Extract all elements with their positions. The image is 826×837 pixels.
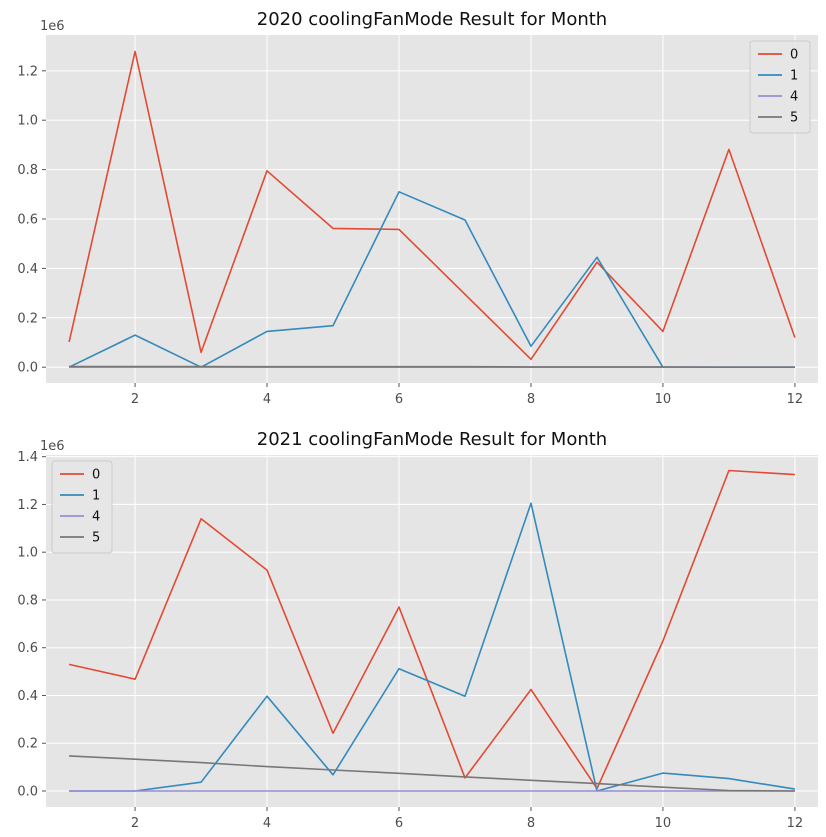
x-tick-label: 10 <box>655 816 672 831</box>
y-tick-label: 0.2 <box>17 311 38 326</box>
series-line-5 <box>69 755 795 792</box>
chart-title-2020: 2020 coolingFanMode Result for Month <box>257 9 607 30</box>
x-tick-label: 10 <box>655 392 672 407</box>
y-tick-label: 1.0 <box>17 546 38 561</box>
legend-box <box>749 40 811 134</box>
y-offset-label-2021: 1e6 <box>40 439 65 454</box>
plot-area-2020 <box>46 35 818 383</box>
series-line-5 <box>69 365 795 369</box>
y-tick-label: 0.8 <box>17 593 38 608</box>
series-lines-2021 <box>68 469 796 792</box>
legend-box <box>51 460 113 554</box>
tick-labels-2020: 2 4 6 8 10 12 0.0 0.2 0.4 0.6 0.8 1.0 1.2 <box>17 64 803 407</box>
legend-label-0: 0 <box>790 48 798 63</box>
y-offset-label-2020: 1e6 <box>40 19 65 34</box>
x-tick-label: 4 <box>263 816 271 831</box>
y-tick-label: 1.2 <box>17 498 38 513</box>
x-tick-label: 4 <box>263 392 271 407</box>
x-tick-label: 2 <box>131 392 139 407</box>
y-tick-label: 1.0 <box>17 114 38 129</box>
legend-label-5: 5 <box>92 531 100 546</box>
legend-label-4: 4 <box>92 510 100 525</box>
legend-label-1: 1 <box>790 69 798 84</box>
x-tick-label: 6 <box>395 816 403 831</box>
y-tick-label: 0.0 <box>17 785 38 800</box>
series-line-0 <box>68 469 795 790</box>
legend-label-1: 1 <box>92 489 100 504</box>
chart-2020: 2 4 6 8 10 120.00.20.40.60.81.01.2 2020 cooli… <box>17 9 818 407</box>
legend-label-5: 5 <box>790 111 798 126</box>
plot-area-2021 <box>46 455 818 807</box>
series-lines-2020 <box>68 50 796 369</box>
y-tick-label: 0.8 <box>17 163 38 178</box>
x-tick-label: 12 <box>787 392 804 407</box>
series-line-1 <box>69 502 796 792</box>
series-line-0 <box>68 50 796 361</box>
x-tick-label: 8 <box>527 816 535 831</box>
y-tick-label: 0.6 <box>17 213 38 228</box>
legend-label-4: 4 <box>790 90 798 105</box>
x-tick-label: 6 <box>395 392 403 407</box>
x-tick-label: 12 <box>787 816 804 831</box>
y-tick-label: 1.2 <box>17 64 38 79</box>
y-tick-label: 0.2 <box>17 737 38 752</box>
y-tick-label: 0.0 <box>17 361 38 376</box>
legend-label-0: 0 <box>92 468 100 483</box>
x-tick-label: 2 <box>131 816 139 831</box>
x-tick-label: 8 <box>527 392 535 407</box>
y-tick-label: 0.4 <box>17 689 38 704</box>
chart-title-2021: 2021 coolingFanMode Result for Month <box>257 429 607 450</box>
y-tick-label: 0.4 <box>17 262 38 277</box>
y-tick-label: 1.4 <box>17 450 38 465</box>
y-tick-label: 0.6 <box>17 641 38 656</box>
legend-2021: 0 1 4 5 <box>51 460 113 554</box>
chart-2021: 2 4 6 8 10 120.00.20.40.60.81.01.21.4 2021 co… <box>17 429 818 831</box>
legend-2020: 0 1 4 5 <box>749 40 811 134</box>
tick-labels-2021: 2 4 6 8 10 120.00.20.40.60.81.01.21.4 <box>17 450 803 831</box>
